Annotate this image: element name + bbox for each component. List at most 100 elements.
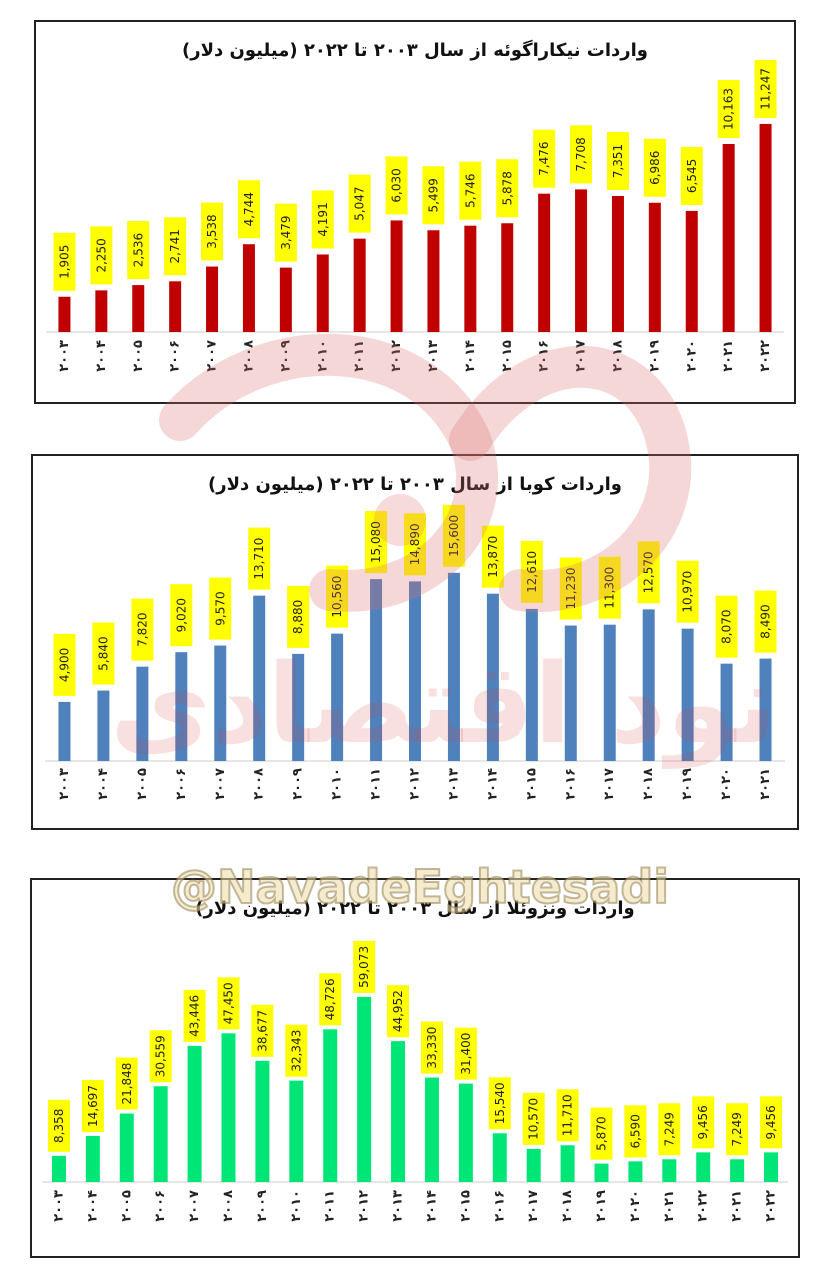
bar [486, 593, 499, 761]
data-label-bg [53, 232, 76, 291]
x-tick-label: ۲۰۱۵ [458, 1190, 473, 1222]
bar [132, 285, 145, 332]
data-label: 7,708 [574, 137, 588, 171]
x-tick-label: ۲۰۱۱ [369, 768, 384, 800]
data-label-bg [47, 1099, 70, 1152]
data-label-bg [754, 59, 777, 118]
x-tick-label: ۲۰۱۹ [647, 340, 662, 372]
data-label: 59,073 [357, 946, 371, 988]
bar [316, 254, 329, 332]
x-tick-label: ۲۰۱۳ [446, 768, 461, 800]
data-label-bg [726, 1103, 749, 1156]
x-tick-label: ۲۰۰۷ [213, 768, 228, 800]
bar [409, 581, 421, 761]
data-label-bg [559, 557, 582, 620]
x-tick-label: ۲۰۰۳ [57, 340, 72, 372]
data-label: 2,250 [94, 238, 108, 272]
x-tick-label: ۲۰۲۱ [721, 340, 736, 372]
data-label: 31,400 [459, 1033, 473, 1075]
bar [464, 225, 477, 332]
x-tick-label: ۲۰۲۲ [764, 1190, 779, 1222]
data-label: 32,343 [289, 1030, 303, 1072]
data-label: 4,900 [57, 648, 71, 682]
data-label-bg [251, 1004, 274, 1057]
x-tick-label: ۲۰۰۴ [94, 340, 109, 372]
data-label: 38,677 [255, 1010, 269, 1052]
x-tick-label: ۲۰۱۹ [594, 1190, 609, 1222]
x-tick-label: ۲۰۲۱ [758, 768, 773, 800]
data-label: 5,047 [353, 186, 367, 220]
data-label: 5,878 [500, 171, 514, 205]
bar [611, 196, 624, 332]
bar [58, 296, 71, 332]
x-tick-label: ۲۰۱۷ [574, 340, 589, 372]
x-tick-label: ۲۰۰۷ [187, 1190, 202, 1222]
bar [764, 1152, 779, 1182]
x-tick-label: ۲۰۱۹ [680, 768, 695, 800]
data-label: 9,570 [213, 591, 227, 625]
data-label: 13,710 [252, 538, 266, 580]
bar [206, 266, 219, 332]
x-tick-label: ۲۰۱۳ [391, 1190, 406, 1222]
x-tick-label: ۲۰۱۰ [289, 1190, 304, 1222]
x-tick-label: ۲۰۱۴ [485, 768, 500, 800]
x-tick-label: ۲۰۰۶ [168, 340, 183, 372]
data-label-bg [676, 560, 699, 623]
x-tick-label: ۲۰۱۶ [492, 1190, 507, 1222]
data-label: 5,870 [595, 1116, 609, 1150]
bar [85, 1135, 100, 1182]
x-tick-label: ۲۰۱۷ [602, 768, 617, 800]
data-label-bg [348, 174, 371, 233]
bar [221, 1033, 236, 1182]
data-label: 2,741 [168, 229, 182, 263]
data-label-bg [209, 577, 232, 640]
x-tick-label: ۲۰۰۹ [255, 1190, 270, 1222]
data-label: 10,560 [330, 576, 344, 618]
data-label: 3,538 [205, 214, 219, 248]
x-tick-label: ۲۰۲۱ [730, 1190, 745, 1222]
x-tick-label: ۲۰۰۸ [241, 340, 256, 372]
data-label-bg [420, 1021, 443, 1074]
data-label: 7,249 [730, 1112, 744, 1146]
bar [289, 1080, 304, 1182]
x-tick-label: ۲۰۲۰ [719, 768, 734, 800]
bar [447, 572, 460, 761]
x-tick-label: ۲۰۲۲ [696, 1190, 711, 1222]
x-tick-label: ۲۰۱۶ [563, 768, 578, 800]
data-label: 14,890 [408, 523, 422, 565]
x-tick-label: ۲۰۰۳ [57, 768, 72, 800]
data-label-bg [459, 161, 482, 220]
x-tick-label: ۲۰۱۸ [610, 340, 625, 372]
bar [575, 189, 588, 332]
x-tick-label: ۲۰۱۱ [323, 1190, 338, 1222]
data-label: 5,499 [426, 178, 440, 212]
x-tick-label: ۲۰۱۴ [463, 340, 478, 372]
data-label-bg [606, 132, 629, 191]
bar [720, 663, 733, 761]
data-label: 6,030 [390, 168, 404, 202]
data-label-bg [717, 79, 740, 138]
data-label-bg [715, 595, 738, 658]
data-label: 43,446 [188, 995, 202, 1037]
bar [242, 244, 255, 332]
data-label-bg [237, 180, 260, 239]
data-label: 6,545 [685, 159, 699, 193]
chart-title: واردات ونزوئلا از سال ۲۰۰۳ تا ۲۰۲۲ (میلی… [195, 898, 634, 919]
bar [681, 628, 694, 761]
x-tick-label: ۲۰۰۵ [119, 1190, 134, 1222]
x-tick-label: ۲۰۱۰ [315, 340, 330, 372]
data-label-bg [442, 504, 465, 567]
bar [538, 193, 551, 332]
bar [525, 608, 538, 761]
x-tick-label: ۲۰۰۹ [291, 768, 306, 800]
bar [458, 1083, 473, 1182]
x-tick-label: ۲۰۰۸ [221, 1190, 236, 1222]
data-label-bg [131, 598, 154, 661]
data-label: 7,476 [537, 142, 551, 176]
data-label-bg [385, 156, 408, 215]
data-label-bg [692, 1096, 715, 1149]
data-label-bg [481, 525, 504, 588]
data-label-bg [92, 622, 115, 685]
bar [759, 658, 772, 761]
bar [353, 238, 366, 332]
